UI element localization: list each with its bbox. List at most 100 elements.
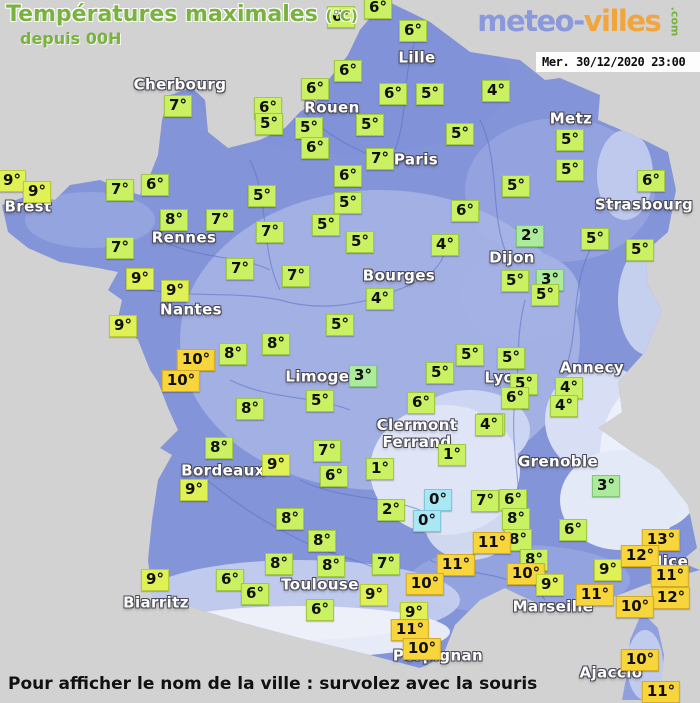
temp-badge: 6°: [334, 60, 362, 82]
temp-badge: 6°: [327, 6, 355, 28]
temp-badge: 8°: [308, 530, 336, 552]
meteo-villes-logo[interactable]: meteo-villes .com: [477, 4, 690, 38]
temp-badge: 5°: [356, 114, 384, 136]
temp-badge: 4°: [482, 80, 510, 102]
temp-badge: 10°: [615, 596, 655, 618]
temp-badge: 8°: [236, 398, 264, 420]
temp-badge: 7°: [313, 440, 341, 462]
temp-badge: 5°: [326, 314, 354, 336]
temp-badge: 6°: [306, 599, 334, 621]
temp-badge: 5°: [248, 185, 276, 207]
temp-badge: 4°: [475, 414, 503, 436]
temp-badge: 5°: [312, 214, 340, 236]
temp-badge: 6°: [499, 489, 527, 511]
temp-badge: 7°: [106, 237, 134, 259]
temp-badge: 7°: [106, 179, 134, 201]
temp-badge: 5°: [581, 228, 609, 250]
temp-badge: 12°: [651, 587, 691, 609]
temp-badge: 6°: [407, 392, 435, 414]
temp-badge: 5°: [501, 270, 529, 292]
temp-badge: 5°: [426, 362, 454, 384]
temp-badge: 7°: [471, 490, 499, 512]
temp-badge: 6°: [364, 0, 392, 19]
temp-badge: 6°: [501, 387, 529, 409]
temp-badge: 9°: [180, 479, 208, 501]
temp-badge: 9°: [594, 559, 622, 581]
temp-badge: 8°: [160, 209, 188, 231]
temp-badge: 5°: [446, 123, 474, 145]
temp-badge: 6°: [141, 174, 169, 196]
temp-badge: 11°: [436, 554, 476, 576]
temp-badge: 8°: [262, 333, 290, 355]
temp-badge: 6°: [399, 20, 427, 42]
temp-badge: 7°: [366, 148, 394, 170]
temp-badge: 5°: [531, 284, 559, 306]
temp-badge: 5°: [295, 117, 323, 139]
temp-badge: 1°: [366, 458, 394, 480]
temp-badge: 7°: [226, 258, 254, 280]
temp-badge: 9°: [161, 280, 189, 302]
temp-badge: 10°: [402, 638, 442, 660]
temp-badge: 10°: [176, 349, 216, 371]
temp-badge: 6°: [451, 200, 479, 222]
temp-badge: 8°: [205, 437, 233, 459]
temp-badge: 1°: [438, 444, 466, 466]
page-subtitle: depuis 00H: [20, 29, 122, 48]
temp-badge: 12°: [620, 545, 660, 567]
temp-badge: 6°: [216, 569, 244, 591]
temp-badge: 5°: [556, 129, 584, 151]
temp-badge: 8°: [502, 508, 530, 530]
temp-badge: 5°: [502, 175, 530, 197]
temp-badge: 0°: [424, 489, 452, 511]
temp-badge: 10°: [620, 649, 660, 671]
temp-badge: 6°: [320, 465, 348, 487]
temp-badge: 2°: [377, 499, 405, 521]
temp-badge: 3°: [349, 365, 377, 387]
temp-badge: 11°: [472, 532, 512, 554]
temp-badge: 5°: [456, 344, 484, 366]
logo-dotcom: .com: [668, 6, 682, 36]
temp-badge: 4°: [431, 234, 459, 256]
temp-badge: 9°: [262, 454, 290, 476]
temp-badge: 0°: [413, 510, 441, 532]
temp-badge: 6°: [379, 83, 407, 105]
temp-badge: 6°: [559, 519, 587, 541]
title-text: Températures maximales: [6, 2, 318, 27]
temp-badge: 8°: [317, 555, 345, 577]
logo-meteo: meteo-: [477, 4, 585, 38]
temp-badge: 5°: [346, 231, 374, 253]
date-bar: Mer. 30/12/2020 23:00: [536, 52, 700, 72]
temp-badge: 10°: [506, 563, 546, 585]
temp-badge: 11°: [575, 584, 615, 606]
temp-badge: 11°: [390, 619, 430, 641]
logo-villes: villes: [583, 4, 662, 38]
temp-badge: 10°: [405, 573, 445, 595]
temp-badge: 5°: [255, 113, 283, 135]
temp-badge: 9°: [23, 181, 51, 203]
header: Températures maximales (°C) depuis 00H: [6, 2, 358, 48]
temp-badge: 4°: [550, 395, 578, 417]
temp-badge: 7°: [164, 95, 192, 117]
temp-badge: 2°: [516, 225, 544, 247]
temp-badge: 8°: [219, 343, 247, 365]
temp-badge: 6°: [301, 137, 329, 159]
temp-badge: 7°: [372, 553, 400, 575]
temp-badge: 4°: [366, 288, 394, 310]
temp-badge: 7°: [282, 265, 310, 287]
temp-badge: 8°: [265, 553, 293, 575]
temp-badge: 5°: [306, 390, 334, 412]
temp-badge: 3°: [592, 475, 620, 497]
temp-badge: 11°: [650, 565, 690, 587]
temp-badge: 5°: [334, 192, 362, 214]
temp-badge: 6°: [241, 583, 269, 605]
temp-badge: 9°: [109, 315, 137, 337]
temp-badge: 5°: [556, 159, 584, 181]
temp-badge: 6°: [301, 78, 329, 100]
temp-badge: 6°: [334, 165, 362, 187]
temp-badge: 9°: [536, 574, 564, 596]
date-text: Mer. 30/12/2020 23:00: [542, 55, 686, 69]
rivers-and-borders: [124, 29, 591, 601]
temp-badge: 7°: [256, 221, 284, 243]
temp-badge: 9°: [360, 584, 388, 606]
